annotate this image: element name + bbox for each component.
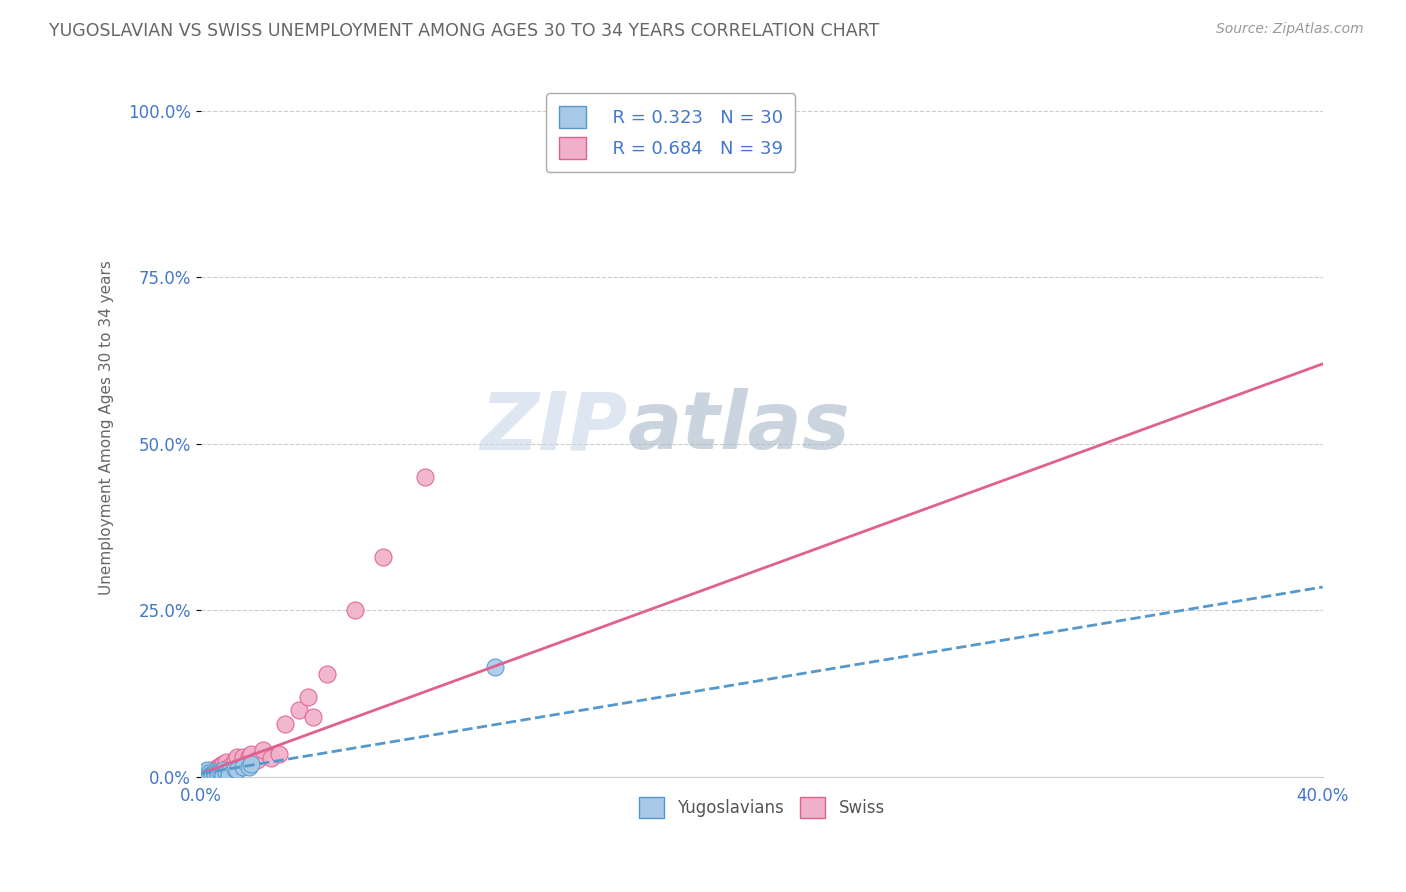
Point (218, 764, 240, 779)
Point (212, 763, 235, 777)
Point (232, 750, 254, 764)
Text: atlas: atlas (627, 388, 851, 467)
Point (484, 660, 506, 674)
Point (198, 765, 221, 780)
Point (252, 743, 274, 757)
Point (209, 766, 232, 780)
Point (269, 747, 291, 761)
Point (198, 768, 221, 782)
Point (260, 751, 283, 765)
Point (240, 756, 263, 771)
Point (302, 710, 325, 724)
Point (226, 750, 249, 764)
Point (240, 747, 263, 761)
Point (198, 770, 221, 784)
Point (207, 760, 229, 774)
Point (288, 703, 311, 717)
Legend: Yugoslavians, Swiss: Yugoslavians, Swiss (631, 791, 891, 824)
Point (190, 769, 212, 783)
Point (195, 769, 218, 783)
Text: YUGOSLAVIAN VS SWISS UNEMPLOYMENT AMONG AGES 30 TO 34 YEARS CORRELATION CHART: YUGOSLAVIAN VS SWISS UNEMPLOYMENT AMONG … (49, 22, 880, 40)
Point (212, 756, 235, 771)
Point (209, 764, 232, 779)
Point (207, 765, 229, 780)
Point (238, 750, 260, 764)
Point (274, 716, 297, 731)
Point (195, 765, 218, 780)
Point (201, 763, 224, 777)
Point (193, 768, 215, 782)
Text: Source: ZipAtlas.com: Source: ZipAtlas.com (1216, 22, 1364, 37)
Point (195, 768, 218, 782)
Point (212, 763, 235, 777)
Point (198, 768, 221, 782)
Point (198, 764, 221, 779)
Point (232, 760, 254, 774)
Point (204, 767, 226, 781)
Point (215, 765, 238, 780)
Point (226, 763, 249, 777)
Point (193, 770, 215, 784)
Point (195, 763, 218, 777)
Point (204, 769, 226, 783)
Point (207, 765, 229, 780)
Point (193, 770, 215, 784)
Point (344, 603, 367, 617)
Point (190, 766, 212, 780)
Point (190, 766, 212, 780)
Point (610, 124, 633, 138)
Point (224, 753, 246, 767)
Point (209, 757, 232, 772)
Point (201, 766, 224, 780)
Point (193, 764, 215, 779)
Point (204, 764, 226, 779)
Point (413, 470, 436, 484)
Text: ZIP: ZIP (479, 388, 627, 467)
Point (193, 768, 215, 782)
Point (218, 764, 240, 779)
Y-axis label: Unemployment Among Ages 30 to 34 years: Unemployment Among Ages 30 to 34 years (100, 260, 114, 595)
Point (246, 753, 269, 767)
Point (297, 690, 319, 704)
Point (195, 767, 218, 781)
Point (201, 768, 224, 782)
Point (316, 666, 339, 681)
Point (201, 767, 224, 781)
Point (218, 768, 240, 782)
Point (204, 766, 226, 780)
Point (215, 755, 238, 769)
Point (218, 760, 240, 774)
Point (207, 768, 229, 782)
Point (224, 762, 246, 776)
Point (204, 762, 226, 776)
Point (212, 768, 235, 782)
Point (373, 549, 395, 564)
Point (190, 768, 212, 782)
Point (238, 760, 260, 774)
